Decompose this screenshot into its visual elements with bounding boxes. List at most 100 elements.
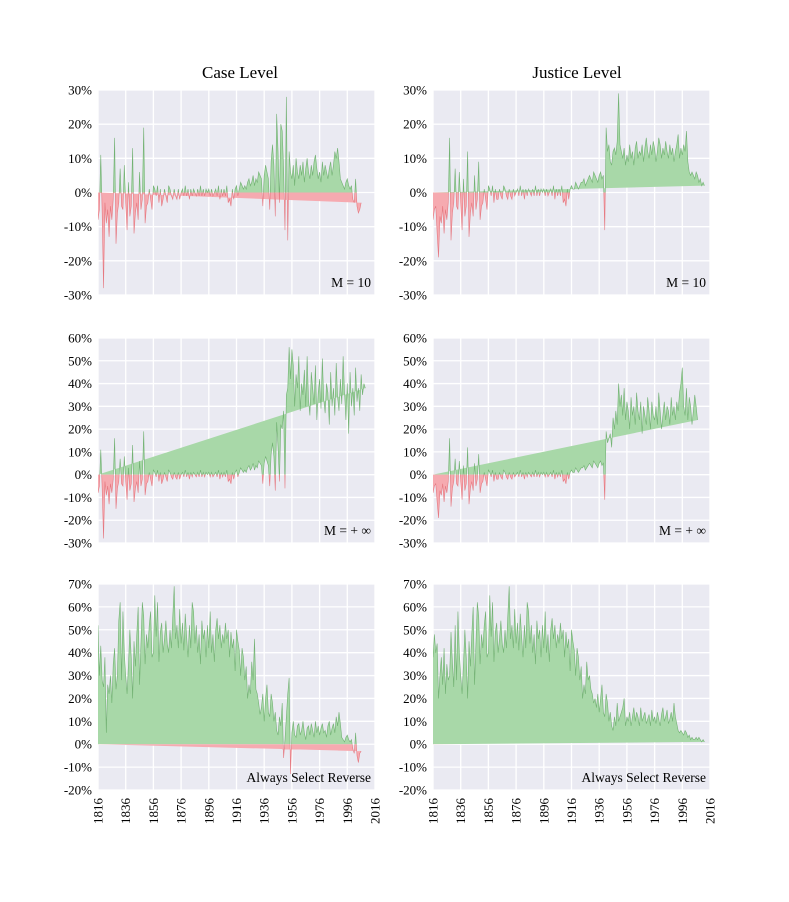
area-positive <box>98 347 366 475</box>
y-tick-label: -20% <box>64 783 92 798</box>
y-tick-label: 50% <box>68 622 92 637</box>
panel-r1-c0: 60% 50% 40% 30% 20% 10% 0% -10% -20% -30% M = + ∞ <box>64 331 376 551</box>
y-tick-label: 30% <box>403 399 427 414</box>
series-line-negative <box>433 474 606 518</box>
area-positive <box>98 586 357 745</box>
x-tick-label: 1976 <box>312 798 327 825</box>
y-tick-label: 30% <box>403 668 427 683</box>
series-line-negative <box>98 474 286 539</box>
y-tick-label: 20% <box>403 422 427 437</box>
y-tick-label: 0% <box>75 185 93 200</box>
x-tick-label: 1836 <box>118 798 133 825</box>
x-tick-label: 2016 <box>703 798 718 825</box>
series-line-positive <box>433 586 705 743</box>
series-line-positive <box>99 347 366 475</box>
x-tick-label: 1936 <box>257 798 272 825</box>
panel-r2-c0: 70% 60% 50% 40% 30% 20% 10% 0% -10% -20% Always Se… <box>64 577 383 825</box>
x-tick-label: 1876 <box>509 798 524 825</box>
x-tick-label: 1856 <box>481 798 496 825</box>
y-tick-label: -20% <box>399 253 427 268</box>
y-tick-label: 0% <box>410 737 428 752</box>
y-tick-label: -20% <box>64 253 92 268</box>
y-tick-label: 60% <box>68 599 92 614</box>
panel-r0-c1: 30% 20% 10% 0% -10% -20% -30% M = 10 <box>399 83 711 303</box>
panel-r2-c1: 70% 60% 50% 40% 30% 20% 10% 0% -10% -20% Always Se… <box>399 577 718 825</box>
series-line-negative <box>433 192 606 258</box>
y-tick-label: -10% <box>399 760 427 775</box>
y-tick-label: 20% <box>403 117 427 132</box>
y-tick-label: 20% <box>68 117 92 132</box>
column-title-justice-level: Justice Level <box>532 63 621 82</box>
y-tick-label: -10% <box>399 490 427 505</box>
y-tick-label: 50% <box>403 353 427 368</box>
y-tick-label: 40% <box>403 376 427 391</box>
y-tick-label: 0% <box>75 737 93 752</box>
y-tick-label: -10% <box>64 760 92 775</box>
y-tick-label: -20% <box>399 783 427 798</box>
y-tick-label: 10% <box>403 151 427 166</box>
y-tick-label: 70% <box>68 577 92 592</box>
y-tick-label: 40% <box>68 376 92 391</box>
panel-annotation: M = 10 <box>666 275 706 290</box>
panel-r1-c1: 60% 50% 40% 30% 20% 10% 0% -10% -20% -30% M = + ∞ <box>399 331 711 551</box>
y-tick-label: 30% <box>403 83 427 98</box>
y-tick-label: 10% <box>68 444 92 459</box>
y-tick-label: 30% <box>68 399 92 414</box>
y-tick-label: 60% <box>403 331 427 346</box>
y-tick-label: 60% <box>403 599 427 614</box>
y-tick-label: -10% <box>64 219 92 234</box>
series-line-positive <box>448 367 698 475</box>
y-tick-label: 40% <box>403 645 427 660</box>
y-tick-label: 20% <box>68 691 92 706</box>
x-tick-label: 1996 <box>675 798 690 825</box>
y-tick-label: -20% <box>399 513 427 528</box>
y-tick-label: 50% <box>68 353 92 368</box>
x-tick-label: 1936 <box>592 798 607 825</box>
area-negative <box>98 474 286 539</box>
x-tick-label: 1876 <box>174 798 189 825</box>
y-tick-label: -10% <box>399 219 427 234</box>
y-tick-label: 10% <box>403 444 427 459</box>
y-tick-label: 60% <box>68 331 92 346</box>
y-tick-label: 20% <box>403 691 427 706</box>
series-line-positive <box>448 93 705 193</box>
y-tick-label: 0% <box>75 467 93 482</box>
panel-grid: 30% 20% 10% 0% -10% -20% -30% M = 10 30% 20% 10% 0%… <box>64 83 718 825</box>
panel-r0-c0: 30% 20% 10% 0% -10% -20% -30% M = 10 <box>64 83 376 303</box>
y-tick-label: -30% <box>64 288 92 303</box>
panel-annotation: M = + ∞ <box>324 523 371 538</box>
x-tick-label: 1996 <box>340 798 355 825</box>
x-tick-label: 1956 <box>619 798 634 825</box>
y-tick-label: 10% <box>68 151 92 166</box>
panel-annotation: Always Select Reverse <box>582 770 706 785</box>
y-tick-label: 50% <box>403 622 427 637</box>
y-tick-label: 10% <box>403 714 427 729</box>
y-tick-label: -30% <box>399 288 427 303</box>
y-tick-label: 30% <box>68 83 92 98</box>
y-tick-label: 30% <box>68 668 92 683</box>
y-tick-label: -20% <box>64 513 92 528</box>
y-tick-label: 10% <box>68 714 92 729</box>
column-title-case-level: Case Level <box>202 63 278 82</box>
panel-annotation: M = 10 <box>331 275 371 290</box>
series-line-positive <box>98 586 357 745</box>
x-tick-label: 1816 <box>426 798 441 825</box>
y-tick-label: 20% <box>68 422 92 437</box>
x-tick-label: 1956 <box>284 798 299 825</box>
x-tick-label: 1856 <box>146 798 161 825</box>
panel-annotation: Always Select Reverse <box>247 770 371 785</box>
y-tick-label: 0% <box>410 185 428 200</box>
panel-annotation: M = + ∞ <box>659 523 706 538</box>
x-tick-label: 1976 <box>647 798 662 825</box>
y-tick-label: 0% <box>410 467 428 482</box>
y-tick-label: -30% <box>64 536 92 551</box>
area-negative <box>98 744 362 774</box>
y-tick-label: 40% <box>68 645 92 660</box>
series-line-negative <box>98 192 362 289</box>
y-tick-label: 70% <box>403 577 427 592</box>
x-tick-label: 1896 <box>536 798 551 825</box>
series-line-positive <box>99 96 357 193</box>
x-tick-label: 1836 <box>453 798 468 825</box>
x-tick-label: 1916 <box>229 798 244 825</box>
